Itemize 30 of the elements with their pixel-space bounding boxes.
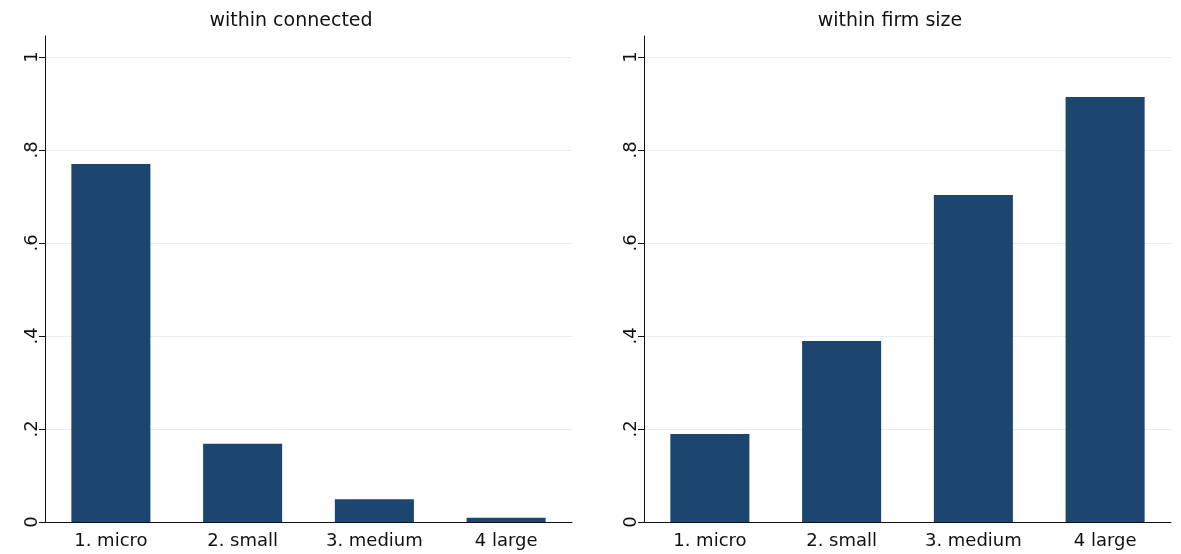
x-tick-label: 3. medium [325,528,423,550]
bar [334,499,414,522]
y-tick-label: 0 [19,516,41,528]
y-tick-label: .6 [19,234,41,252]
chart-title: within firm size [817,7,963,30]
y-tick-label: 0 [618,516,640,528]
x-tick-label: 4 large [474,528,538,550]
y-tick-label: .4 [618,327,640,345]
bar [203,443,283,522]
bar [1065,96,1145,522]
x-tick-label: 1. micro [74,528,148,550]
y-tick-label: .8 [618,141,640,159]
x-tick-label: 3. medium [924,528,1022,550]
y-tick-label: .6 [618,234,640,252]
y-tick-label: 1 [618,51,640,63]
chart-title: within connected [209,7,373,30]
bar [802,341,882,522]
x-tick-label: 1. micro [673,528,747,550]
bar [466,517,546,522]
bar [670,434,750,522]
x-tick-label: 4 large [1073,528,1137,550]
x-tick-label: 2. small [806,528,878,550]
y-tick-label: .8 [19,141,41,159]
y-tick-label: .2 [618,420,640,438]
bar [71,163,151,522]
y-tick-label: .2 [19,420,41,438]
bar [933,195,1013,522]
y-tick-label: .4 [19,327,41,345]
x-tick-label: 2. small [207,528,279,550]
y-tick-label: 1 [19,51,41,63]
